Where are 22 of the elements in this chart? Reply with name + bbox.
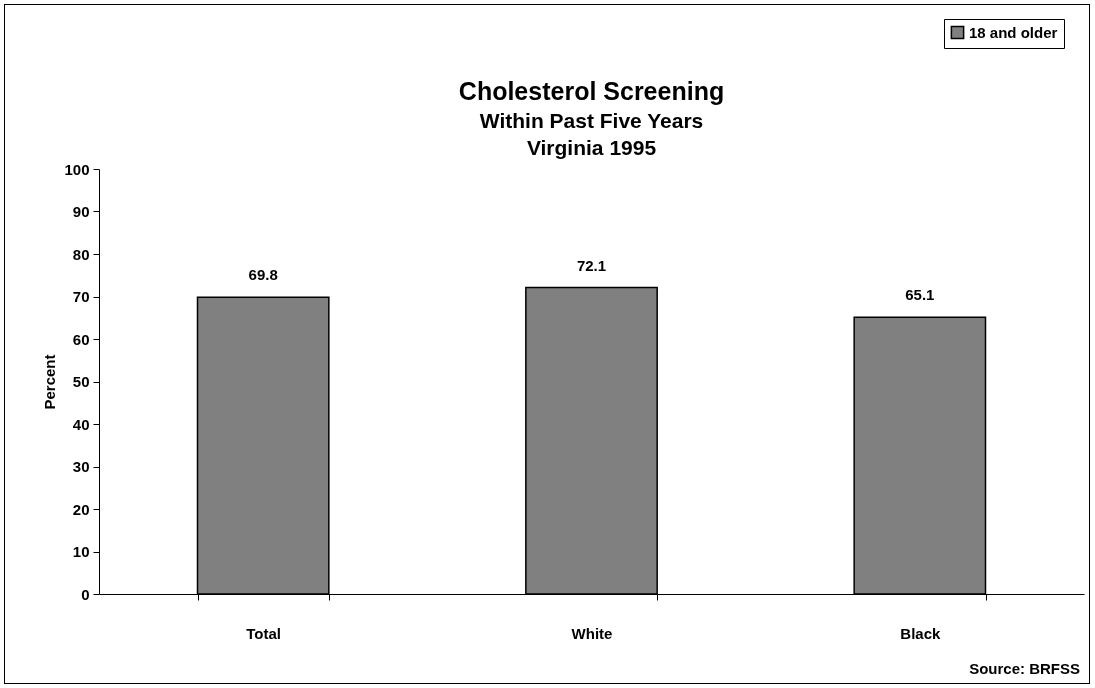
- y-axis-title: Percent: [41, 354, 59, 410]
- y-tick-label: 20: [72, 500, 90, 518]
- y-tick-label: 100: [64, 160, 90, 178]
- y-tick-label: 90: [72, 203, 90, 220]
- y-tick-label: 30: [72, 458, 90, 475]
- data-label: 65.1: [905, 286, 935, 304]
- chart-subtitle: Within Past Five Years Virginia 1995: [479, 108, 704, 159]
- y-tick-label: 50: [72, 373, 90, 390]
- y-tick-label: 60: [72, 330, 90, 348]
- y-tick-label: 10: [72, 543, 90, 560]
- y-tick-label: 40: [72, 415, 90, 433]
- x-tick-label: Total: [246, 624, 282, 642]
- y-tick-label: 70: [72, 288, 90, 305]
- y-tick-label: 80: [72, 245, 90, 263]
- chart-title: Cholesterol Screening: [458, 76, 725, 105]
- data-label: 72.1: [576, 256, 607, 274]
- legend-label: 18 and older: [969, 23, 1058, 41]
- source-note: Source: BRFSS: [969, 660, 1080, 677]
- x-tick-label: White: [571, 624, 613, 642]
- y-tick-label: 0: [81, 585, 90, 603]
- data-label: 69.8: [248, 266, 278, 284]
- x-tick-label: Black: [900, 624, 941, 642]
